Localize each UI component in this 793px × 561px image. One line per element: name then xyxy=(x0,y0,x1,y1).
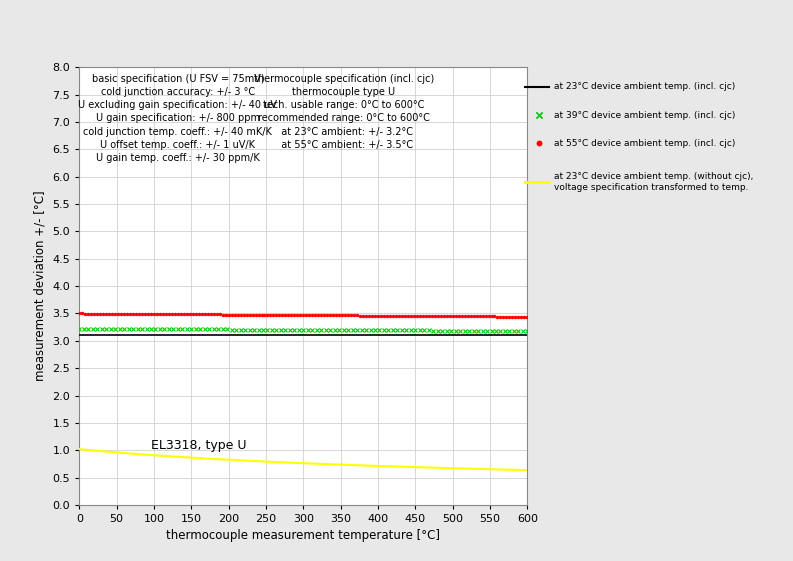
Text: at 39°C device ambient temp. (incl. cjc): at 39°C device ambient temp. (incl. cjc) xyxy=(554,111,735,119)
Text: basic specification (U FSV = 75mV)
cold junction accuracy: +/- 3 °C
U excluding : basic specification (U FSV = 75mV) cold … xyxy=(79,74,278,163)
Text: at 55°C device ambient temp. (incl. cjc): at 55°C device ambient temp. (incl. cjc) xyxy=(554,139,735,148)
Text: at 23°C device ambient temp. (without cjc),: at 23°C device ambient temp. (without cj… xyxy=(554,172,753,181)
Text: at 23°C device ambient temp. (incl. cjc): at 23°C device ambient temp. (incl. cjc) xyxy=(554,82,735,91)
X-axis label: thermocouple measurement temperature [°C]: thermocouple measurement temperature [°C… xyxy=(167,530,440,542)
Text: voltage specification transformed to temp.: voltage specification transformed to tem… xyxy=(554,183,748,192)
Y-axis label: measurement deviation +/- [°C]: measurement deviation +/- [°C] xyxy=(34,191,47,381)
Text: thermocouple specification (incl. cjc)
thermocouple type U
tech. usable range: 0: thermocouple specification (incl. cjc) t… xyxy=(254,74,434,150)
Text: EL3318, type U: EL3318, type U xyxy=(151,439,247,452)
